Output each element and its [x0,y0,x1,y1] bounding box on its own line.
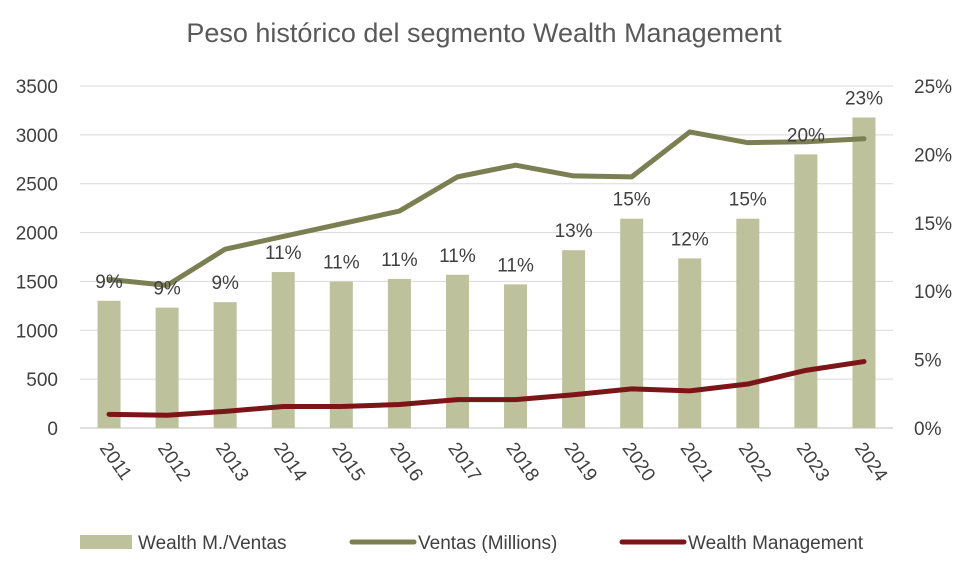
bar-2012 [155,307,179,428]
data-label-2016: 11% [381,250,418,271]
x-tick-2024: 2024 [850,439,892,486]
line-ventas [106,129,867,288]
x-tick-2018: 2018 [501,439,542,486]
legend-swatch-wealth-ventas [80,535,132,549]
left-tick-2000: 2000 [16,224,58,245]
bar-2019 [562,250,586,428]
data-label-2011: 9% [95,272,123,293]
right-tick-25%: 25% [914,77,952,98]
right-tick-15%: 15% [914,214,952,235]
x-tick-2019: 2019 [560,439,601,486]
bar-data-labels: 9% 9% 9% 11% 11% 11% 11% 11% 13% 15% 12% 15% 20% 23% [95,88,883,299]
x-tick-2012: 2012 [153,439,194,486]
bar-2018 [504,284,528,428]
bar-2017 [445,274,469,428]
legend: Wealth M./Ventas Ventas (Millions) Wealth … [80,533,864,554]
x-tick-2013: 2013 [211,439,252,486]
legend-label-0: Wealth M./Ventas [138,533,287,554]
legend-label-1: Ventas (Millions) [418,533,557,554]
x-tick-2022: 2022 [734,439,775,486]
chart-title: Peso histórico del segmento Wealth Manag… [186,18,782,48]
data-label-2023: 20% [787,125,825,146]
line-wealth-management [106,359,867,418]
x-tick-2021: 2021 [676,439,717,486]
x-tick-2011: 2011 [95,439,136,485]
data-label-2020: 15% [613,190,651,211]
data-label-2018: 11% [497,255,534,276]
left-tick-1500: 1500 [16,272,58,293]
data-label-2012: 9% [153,279,181,300]
data-label-2021: 12% [671,229,709,250]
left-tick-3000: 3000 [16,126,58,147]
x-tick-2014: 2014 [269,439,311,486]
data-label-2013: 9% [211,273,239,294]
bar-2015 [329,281,353,428]
x-tick-2020: 2020 [618,439,659,486]
x-tick-2015: 2015 [327,439,368,486]
right-tick-20%: 20% [914,145,952,166]
left-tick-500: 500 [26,370,58,391]
bar-series [97,117,876,429]
x-tick-2017: 2017 [443,439,484,486]
data-label-2024: 23% [845,88,883,109]
left-tick-3500: 3500 [16,77,58,98]
data-label-2022: 15% [729,190,767,211]
bar-2011 [97,300,121,428]
bar-2016 [387,278,411,428]
left-tick-1000: 1000 [16,321,58,342]
right-tick-0%: 0% [914,419,942,440]
right-axis-ticks: 0% 5% 10% 15% 20% 25% [914,77,952,440]
right-tick-10%: 10% [914,282,952,303]
x-tick-2023: 2023 [792,439,833,486]
data-label-2015: 11% [323,253,360,274]
data-label-2017: 11% [439,246,476,267]
x-axis-ticks: 2011 2012 2013 2014 2015 2016 2017 2018 2019 2020… [95,439,892,486]
bar-2020 [620,218,644,428]
data-label-2014: 11% [265,243,302,264]
left-tick-0: 0 [47,419,58,440]
left-tick-2500: 2500 [16,175,58,196]
legend-label-2: Wealth Management [688,533,864,554]
x-tick-2016: 2016 [385,439,426,486]
bar-2022 [736,218,760,428]
data-label-2019: 13% [555,221,593,242]
bar-2014 [271,272,295,428]
bar-2013 [213,302,237,428]
bar-2021 [678,258,702,428]
line-series [106,129,867,418]
left-axis-ticks: 0 500 1000 1500 2000 2500 3000 3500 [16,77,58,440]
bar-2023 [794,154,818,428]
bar-2024 [852,117,876,429]
right-tick-5%: 5% [914,351,942,372]
